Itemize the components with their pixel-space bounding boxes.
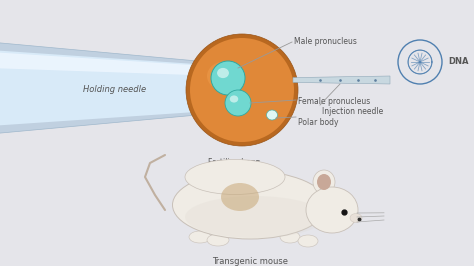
Text: Injection needle: Injection needle xyxy=(322,107,383,116)
Text: DNA: DNA xyxy=(448,57,468,66)
Polygon shape xyxy=(0,52,222,76)
Ellipse shape xyxy=(298,235,318,247)
Ellipse shape xyxy=(266,110,277,120)
Ellipse shape xyxy=(221,60,239,116)
Text: Transgenic mouse: Transgenic mouse xyxy=(212,257,288,266)
Ellipse shape xyxy=(225,90,251,116)
Ellipse shape xyxy=(350,214,362,222)
Polygon shape xyxy=(0,42,230,134)
Polygon shape xyxy=(0,50,225,126)
Ellipse shape xyxy=(230,95,238,103)
Ellipse shape xyxy=(207,61,245,91)
Ellipse shape xyxy=(186,34,298,146)
Text: Fertilized egg: Fertilized egg xyxy=(208,158,260,167)
Text: Polar body: Polar body xyxy=(298,118,338,127)
Ellipse shape xyxy=(313,170,335,194)
Ellipse shape xyxy=(221,183,259,211)
Text: Male pronucleus: Male pronucleus xyxy=(294,36,357,45)
Ellipse shape xyxy=(211,61,245,95)
Ellipse shape xyxy=(185,160,285,194)
Ellipse shape xyxy=(173,171,328,239)
Ellipse shape xyxy=(317,174,331,190)
Text: Female pronucleus: Female pronucleus xyxy=(298,97,370,106)
Text: Holding needle: Holding needle xyxy=(83,85,146,94)
Polygon shape xyxy=(293,76,390,84)
Ellipse shape xyxy=(190,38,294,142)
Ellipse shape xyxy=(207,234,229,246)
Ellipse shape xyxy=(280,231,300,243)
Ellipse shape xyxy=(189,231,211,243)
Ellipse shape xyxy=(217,68,229,78)
Ellipse shape xyxy=(306,187,358,233)
Ellipse shape xyxy=(185,196,325,238)
